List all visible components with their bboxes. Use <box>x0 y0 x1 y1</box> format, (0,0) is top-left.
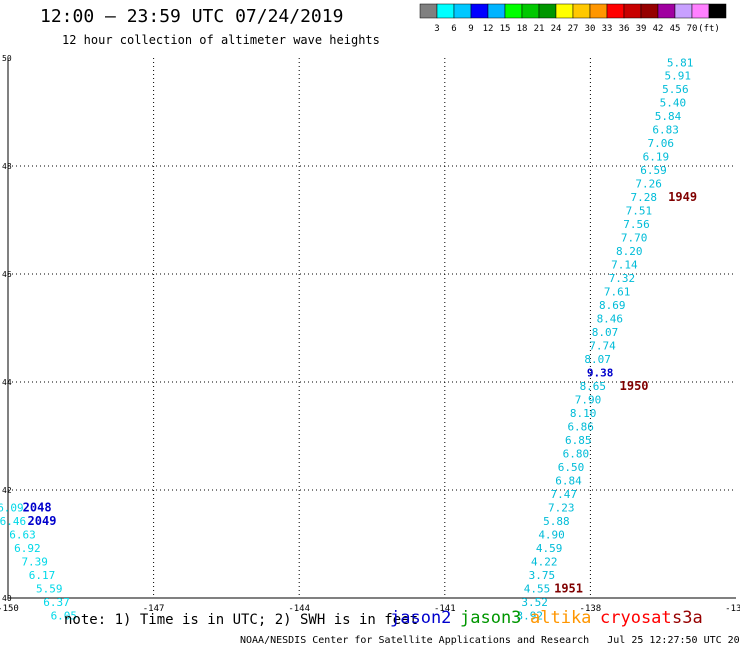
wave-height-west: 6.63 <box>9 529 36 542</box>
wave-height-east: 7.90 <box>575 394 602 407</box>
mission-altika: altika <box>530 608 592 628</box>
longitude-label: -150 <box>0 604 19 614</box>
colorbar-label: 33 <box>602 24 613 34</box>
longitude-label: -138 <box>580 604 602 614</box>
wave-height-east: 8.65 <box>580 380 607 393</box>
time-label: 2049 <box>28 514 57 528</box>
colorbar-label: 21 <box>534 24 545 34</box>
time-label: 1950 <box>620 379 649 393</box>
colorbar-label: 9 <box>468 24 473 34</box>
wave-height-east: 8.10 <box>570 407 597 420</box>
wave-height-east: 5.84 <box>655 110 682 123</box>
wave-height-east: 7.61 <box>604 286 631 299</box>
page-subtitle: 12 hour collection of altimeter wave hei… <box>62 33 380 47</box>
time-label: 1949 <box>668 190 697 204</box>
colorbar-label: 36 <box>619 24 630 34</box>
longitude-label: -135 <box>725 604 740 614</box>
wave-height-east: 7.06 <box>648 137 675 150</box>
wave-height-east: 4.90 <box>538 529 565 542</box>
colorbar-label: 45 <box>670 24 681 34</box>
colorbar-label: 42 <box>653 24 664 34</box>
wave-height-east: 8.46 <box>597 313 624 326</box>
longitude-label: -141 <box>434 604 456 614</box>
wave-height-west: 5.59 <box>36 583 63 596</box>
wave-height-west: 6.46 <box>0 515 26 528</box>
mission-cryosat: cryosat <box>600 608 672 628</box>
wave-height-east: 6.59 <box>640 164 667 177</box>
wave-height-east: 7.32 <box>609 272 636 285</box>
colorbar-label: 30 <box>585 24 596 34</box>
wave-height-jason2: 9.38 <box>587 367 614 380</box>
wave-height-east: 5.88 <box>543 515 570 528</box>
wave-height-east: 4.59 <box>536 542 563 555</box>
wave-height-west: 6.92 <box>14 542 41 555</box>
wave-height-east: 7.28 <box>631 191 658 204</box>
colorbar-label: 27 <box>568 24 579 34</box>
colorbar-label: (ft) <box>698 24 720 34</box>
mission-s3a: s3a <box>672 608 703 628</box>
colorbar-label: 24 <box>551 24 562 34</box>
wave-height-east: 6.85 <box>565 434 592 447</box>
mission-jason3: jason3 <box>460 608 522 628</box>
colorbar: 3 6 9 12 15 18 21 24 27 30 33 36 39 42 45 70 (ft) <box>419 3 727 34</box>
wave-height-east: 3.75 <box>529 569 556 582</box>
wave-height-east: 3.52 <box>521 596 548 609</box>
map-plot: -150 -147 -144 -141 -138 -135 40 42 44 46 48 50 5.81… <box>0 54 740 620</box>
colorbar-label: 39 <box>636 24 647 34</box>
wave-height-east: 8.07 <box>592 326 619 339</box>
wave-height-east: 6.19 <box>643 151 670 164</box>
mission-jason2: jason2 <box>390 608 452 628</box>
wave-height-west: 6.09 <box>0 502 24 515</box>
wave-height-west: 6.37 <box>43 596 70 609</box>
colorbar-label: 12 <box>483 24 494 34</box>
wave-height-east: 7.56 <box>623 218 650 231</box>
colorbar-label: 6 <box>451 24 456 34</box>
colorbar-label: 15 <box>500 24 511 34</box>
wave-height-east: 7.14 <box>611 259 638 272</box>
colorbar-label: 18 <box>517 24 528 34</box>
wave-height-east: 3.92 <box>516 610 543 620</box>
wave-height-east: 7.26 <box>635 178 662 191</box>
wave-height-west: 6.17 <box>29 569 56 582</box>
wave-height-east: 8.07 <box>584 353 611 366</box>
wave-height-east: 6.84 <box>555 475 582 488</box>
wave-height-east: 6.80 <box>563 448 590 461</box>
wave-height-east: 6.50 <box>558 461 585 474</box>
wave-height-east: 4.55 <box>524 583 551 596</box>
longitude-label: -144 <box>288 604 310 614</box>
wave-height-east: 5.81 <box>667 57 694 70</box>
wave-height-east: 7.70 <box>621 232 648 245</box>
latitude-label: 42 <box>2 486 12 495</box>
latitude-label: 50 <box>2 54 12 63</box>
wave-height-east: 6.86 <box>567 421 594 434</box>
wave-height-east: 7.51 <box>626 205 653 218</box>
wave-height-east: 6.83 <box>652 124 679 137</box>
wave-height-east: 7.74 <box>589 340 616 353</box>
page-title: 12:00 – 23:59 UTC 07/24/2019 <box>40 6 344 27</box>
wave-height-east: 7.23 <box>548 502 575 515</box>
wave-height-east: 4.22 <box>531 556 558 569</box>
wave-height-west: 6.05 <box>51 610 78 620</box>
colorbar-label: 3 <box>434 24 439 34</box>
wave-height-east: 5.40 <box>660 97 687 110</box>
time-label: 1951 <box>554 582 583 596</box>
latitude-label: 40 <box>2 594 12 603</box>
wave-height-east: 8.69 <box>599 299 626 312</box>
time-label: 2048 <box>23 501 52 515</box>
wave-height-west: 7.39 <box>21 556 48 569</box>
wave-height-east: 5.56 <box>662 83 689 96</box>
latitude-label: 48 <box>2 162 12 171</box>
longitude-label: -147 <box>143 604 165 614</box>
wave-height-east: 8.20 <box>616 245 643 258</box>
colorbar-swatch <box>708 3 727 19</box>
latitude-label: 46 <box>2 270 12 279</box>
wave-height-east: 5.91 <box>665 70 692 83</box>
credit-line: NOAA/NESDIS Center for Satellite Applica… <box>240 635 740 646</box>
wave-height-east: 7.47 <box>550 488 577 501</box>
latitude-label: 44 <box>2 378 12 387</box>
footer-note: note: 1) Time is in UTC; 2) SWH is in fe… <box>64 612 419 628</box>
colorbar-label: 70 <box>687 24 698 34</box>
